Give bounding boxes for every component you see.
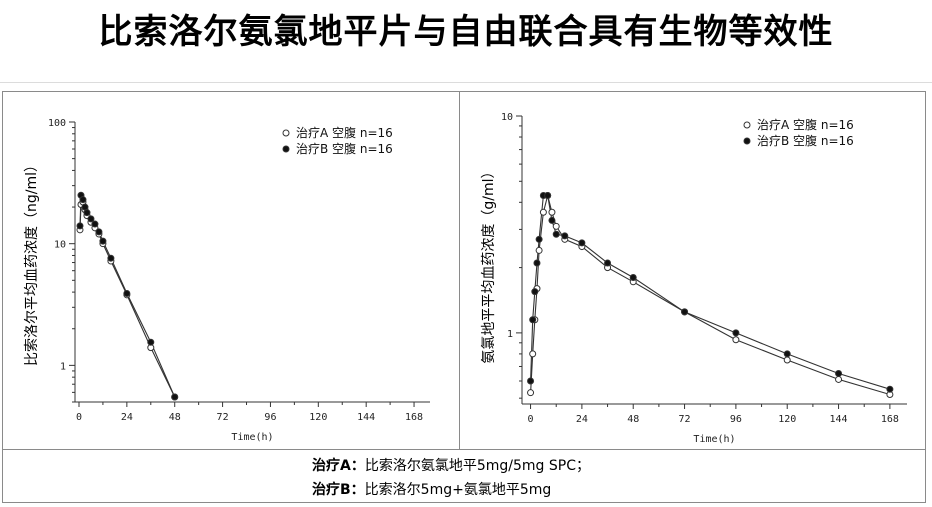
chart1-y-tick-label: 100 — [48, 118, 66, 129]
chart1-x-tick-label: 48 — [169, 412, 181, 423]
chart2-series-2-point — [544, 191, 552, 199]
chart2-series-2-point — [578, 239, 586, 247]
chart2-series-2-point — [835, 369, 843, 377]
panel-divider — [459, 91, 460, 449]
chart1-legend-marker-1 — [282, 129, 290, 137]
chart1-series-2-point — [171, 393, 179, 401]
chart1-series-2-point — [99, 237, 107, 245]
chart1-x-tick-label: 24 — [121, 412, 133, 423]
chart2-x-tick-label: 48 — [627, 414, 639, 425]
chart2-series-2-point — [886, 385, 894, 393]
chart2-x-tick-label: 168 — [881, 414, 899, 425]
chart1-x-tick-label: 168 — [405, 412, 423, 423]
chart2-legend-label-2: 治疗B 空腹 n=16 — [757, 134, 854, 148]
chart2-series-2-point — [533, 259, 541, 267]
chart2-series-1-point — [552, 222, 560, 230]
chart2-series-1-point — [548, 208, 556, 216]
content-frame — [2, 91, 926, 503]
chart1-x-tick-label: 144 — [357, 412, 375, 423]
chart2-series-1-point — [535, 246, 543, 254]
chart2-x-tick-label: 120 — [778, 414, 796, 425]
note-text-a: 比索洛尔氨氯地平5mg/5mg SPC； — [364, 458, 590, 474]
chart2-series-2-point — [548, 216, 556, 224]
chart2-series-2-point — [531, 288, 539, 296]
chart1-series-2-point — [76, 222, 84, 230]
note-text-b: 比索洛尔5mg+氨氯地平5mg — [364, 482, 552, 498]
chart2-legend-marker-2 — [743, 137, 751, 145]
chart2-series-1-point — [529, 350, 537, 358]
chart2-series-2-line — [530, 194, 891, 390]
chart2-x-tick-label: 144 — [830, 414, 848, 425]
chart2-legend-label-1: 治疗A 空腹 n=16 — [757, 118, 854, 132]
chart2-series-2-point — [561, 232, 569, 240]
chart1-series-2-point — [107, 254, 115, 262]
chart2-series-2-point — [552, 230, 560, 238]
chart1-series-2-point — [147, 338, 155, 346]
chart2-series-2-point — [604, 259, 612, 267]
chart1-y-label: 比索洛尔平均血药浓度（ng/ml） — [23, 158, 40, 366]
chart2-x-tick-label: 96 — [730, 414, 742, 425]
chart1-x-tick-label: 72 — [217, 412, 229, 423]
chart2-series-1-point — [527, 389, 535, 397]
chart2-y-tick-label: 10 — [501, 112, 513, 123]
chart2-series-1-point — [539, 208, 547, 216]
chart1-x-tick-label: 0 — [76, 412, 82, 423]
chart1-series-2-point — [95, 228, 103, 236]
chart1-series-2-point — [83, 209, 91, 217]
chart1-series-2-point — [79, 196, 87, 204]
chart2-series-2-point — [783, 350, 791, 358]
chart2-series-1-point — [732, 336, 740, 344]
chart1-series-2-point — [87, 215, 95, 223]
chart2-series-2-point — [535, 235, 543, 243]
chart2-x-tick-label: 0 — [528, 414, 534, 425]
chart2-x-tick-label: 24 — [576, 414, 588, 425]
chart1-y-tick-label: 10 — [54, 240, 66, 251]
note-treatment-b: 治疗B：比索洛尔5mg+氨氯地平5mg — [312, 479, 551, 501]
chart1-y-tick-label: 1 — [60, 361, 66, 372]
chart2-series-1-point — [783, 356, 791, 364]
chart2-legend-marker-1 — [743, 121, 751, 129]
title-divider — [0, 82, 932, 83]
chart2-series-2-point — [681, 308, 689, 316]
chart1-x-tick-label: 96 — [264, 412, 276, 423]
chart1-x-label: Time(h) — [231, 432, 273, 443]
note-label-b: 治疗B： — [312, 482, 365, 498]
chart1-legend-marker-2 — [282, 145, 290, 153]
chart2-series-1-line — [530, 195, 891, 396]
note-label-a: 治疗A： — [312, 458, 365, 474]
chart2-series-2-point — [527, 377, 535, 385]
chart2-series-1-point — [835, 375, 843, 383]
chart1-x-tick-label: 120 — [309, 412, 327, 423]
page-title: 比索洛尔氨氯地平片与自由联合具有生物等效性 — [98, 12, 834, 52]
chart1-legend-label-1: 治疗A 空腹 n=16 — [296, 126, 393, 140]
chart1-series-2-point — [91, 220, 99, 228]
chart2-y-label: 氨氯地平平均血药浓度（g/ml） — [481, 164, 497, 363]
chart1-series-2-point — [123, 289, 131, 297]
note-treatment-a: 治疗A：比索洛尔氨氯地平5mg/5mg SPC； — [312, 455, 590, 477]
chart2-series-2-point — [629, 274, 637, 282]
chart2-series-2-point — [732, 329, 740, 337]
notes-divider — [2, 449, 926, 450]
chart1-legend-label-2: 治疗B 空腹 n=16 — [296, 142, 393, 156]
chart2-x-tick-label: 72 — [679, 414, 691, 425]
chart2-x-label: Time(h) — [693, 434, 735, 445]
chart2-y-tick-label: 1 — [507, 329, 513, 340]
chart2-series-2-point — [529, 316, 537, 324]
